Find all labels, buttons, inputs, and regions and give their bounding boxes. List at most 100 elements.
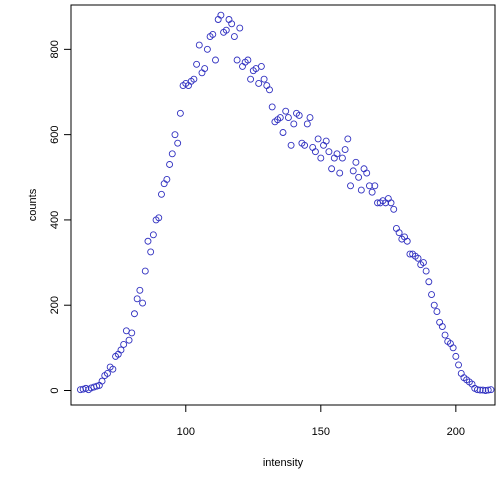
data-point bbox=[479, 386, 487, 394]
data-point bbox=[371, 182, 379, 190]
data-point bbox=[160, 180, 168, 188]
data-point bbox=[365, 182, 373, 190]
data-point bbox=[139, 299, 147, 307]
data-point bbox=[168, 150, 176, 158]
data-point bbox=[425, 278, 433, 286]
data-point bbox=[195, 41, 203, 49]
data-point bbox=[303, 120, 311, 128]
data-point bbox=[357, 186, 365, 194]
data-point bbox=[247, 75, 255, 83]
plot-frame bbox=[70, 4, 496, 406]
data-point bbox=[438, 323, 446, 330]
data-point bbox=[214, 16, 222, 23]
data-point bbox=[436, 318, 444, 326]
data-point bbox=[484, 386, 492, 394]
data-point bbox=[311, 148, 319, 156]
data-point bbox=[347, 182, 354, 190]
x-tick-label: 150 bbox=[312, 426, 330, 438]
data-point bbox=[149, 231, 157, 239]
data-point bbox=[476, 386, 484, 394]
y-tick-label: 800 bbox=[49, 40, 61, 58]
data-point bbox=[290, 120, 298, 128]
data-point bbox=[244, 56, 252, 64]
data-point bbox=[239, 62, 246, 70]
data-point bbox=[228, 20, 236, 28]
data-point bbox=[392, 225, 400, 232]
data-point bbox=[395, 229, 403, 237]
x-tick-label: 200 bbox=[447, 426, 465, 438]
data-point bbox=[136, 286, 144, 294]
y-tick-label: 0 bbox=[49, 387, 61, 393]
data-point bbox=[336, 169, 344, 177]
data-point bbox=[325, 148, 333, 156]
data-point bbox=[255, 80, 263, 87]
data-point bbox=[473, 386, 481, 394]
data-point bbox=[176, 109, 184, 117]
data-point bbox=[314, 135, 322, 143]
y-axis-label: counts bbox=[27, 188, 39, 221]
data-point bbox=[384, 195, 392, 203]
data-point bbox=[190, 75, 198, 83]
data-point bbox=[390, 205, 398, 213]
data-point bbox=[419, 259, 427, 267]
x-axis: 100 150 200 bbox=[177, 405, 465, 438]
y-axis: 0 200 400 600 800 bbox=[49, 40, 71, 394]
data-point bbox=[328, 165, 336, 173]
x-axis-label: intensity bbox=[263, 457, 304, 469]
data-point bbox=[79, 385, 87, 393]
data-point bbox=[144, 237, 152, 245]
data-point bbox=[455, 361, 462, 369]
data-point bbox=[363, 169, 371, 177]
data-point bbox=[352, 158, 360, 166]
data-point bbox=[433, 308, 441, 316]
data-point bbox=[233, 56, 241, 64]
data-point bbox=[368, 188, 376, 196]
data-point bbox=[322, 137, 330, 145]
data-point bbox=[344, 135, 352, 143]
data-point bbox=[266, 86, 273, 94]
data-point bbox=[276, 114, 284, 122]
data-point bbox=[268, 103, 276, 111]
data-point bbox=[193, 60, 201, 68]
data-point bbox=[174, 139, 182, 147]
data-point bbox=[225, 16, 233, 23]
data-point bbox=[117, 346, 125, 354]
data-point bbox=[128, 329, 136, 337]
y-tick-label: 400 bbox=[49, 211, 61, 229]
data-point bbox=[414, 254, 422, 262]
data-point bbox=[482, 387, 489, 394]
data-point bbox=[120, 340, 128, 348]
data-point bbox=[355, 173, 363, 181]
data-point bbox=[387, 199, 395, 207]
y-tick-label: 200 bbox=[49, 296, 61, 314]
data-point bbox=[166, 161, 174, 168]
data-point bbox=[320, 141, 327, 149]
x-tick-label: 100 bbox=[177, 426, 195, 438]
data-point bbox=[263, 82, 271, 90]
data-point bbox=[201, 65, 209, 72]
data-point bbox=[487, 386, 495, 394]
data-point bbox=[125, 336, 133, 344]
data-point bbox=[133, 295, 141, 303]
data-point bbox=[198, 69, 206, 77]
data-point bbox=[295, 111, 303, 119]
data-point bbox=[98, 377, 106, 385]
data-point bbox=[104, 369, 111, 377]
data-point bbox=[349, 167, 357, 175]
data-point bbox=[282, 107, 290, 115]
data-point bbox=[171, 131, 179, 139]
data-point bbox=[422, 267, 430, 275]
data-point bbox=[217, 11, 225, 19]
data-point bbox=[403, 237, 411, 245]
data-point bbox=[317, 154, 325, 162]
data-point bbox=[109, 365, 117, 373]
y-tick-label: 600 bbox=[49, 125, 61, 143]
data-points bbox=[77, 11, 495, 394]
data-point bbox=[147, 248, 155, 256]
data-point bbox=[284, 114, 292, 122]
data-point bbox=[333, 150, 341, 158]
data-point bbox=[341, 146, 349, 154]
data-point bbox=[230, 33, 238, 41]
